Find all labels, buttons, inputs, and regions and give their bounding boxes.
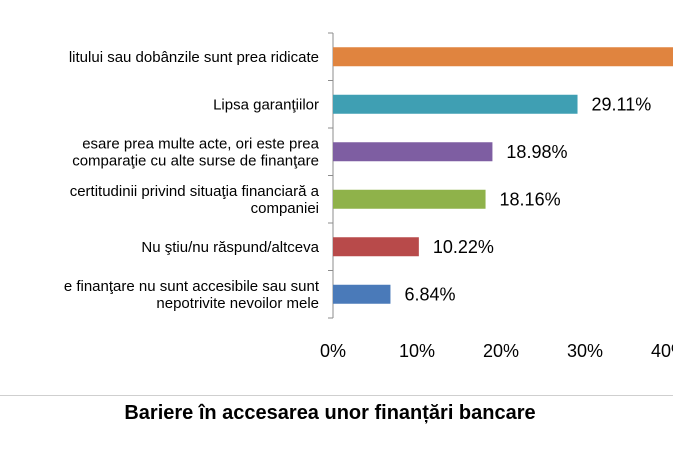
data-label: 6.84%	[404, 284, 455, 304]
data-label: 10.22%	[433, 237, 494, 257]
category-label: Nu ştiu/nu răspund/altceva	[141, 239, 319, 256]
bar-4	[333, 189, 486, 209]
bar-1	[333, 47, 673, 67]
data-label: 18.16%	[500, 189, 561, 209]
category-label: esare prea multe acte, ori este prea	[82, 135, 319, 152]
category-label: litului sau dobânzile sunt prea ridicate	[69, 49, 319, 66]
category-label: companiei	[251, 200, 319, 217]
bar-6	[333, 284, 391, 304]
category-label: comparaţie cu alte surse de finanţare	[72, 152, 319, 169]
category-label: e finanţare nu sunt accesibile sau sunt	[64, 278, 320, 295]
caption-divider	[0, 395, 673, 396]
category-label: Lipsa garanţiilor	[213, 96, 319, 113]
chart-svg: litului sau dobânzile sunt prea ridicate…	[64, 32, 673, 361]
bar-chart: litului sau dobânzile sunt prea ridicate…	[64, 32, 673, 361]
x-tick-label: 20%	[483, 341, 519, 361]
category-label: certitudinii privind situaţia financiară…	[70, 183, 320, 200]
category-label: nepotrivite nevoilor mele	[156, 295, 319, 312]
bar-3	[333, 142, 493, 162]
x-tick-label: 40%	[651, 341, 673, 361]
data-label: 18.98%	[506, 142, 567, 162]
bar-5	[333, 237, 419, 257]
bar-2	[333, 94, 578, 114]
x-tick-label: 10%	[399, 341, 435, 361]
chart-caption: Bariere în accesarea unor finanțări banc…	[124, 402, 536, 424]
x-tick-label: 30%	[567, 341, 603, 361]
x-tick-label: 0%	[320, 341, 346, 361]
data-label: 29.11%	[592, 94, 652, 114]
